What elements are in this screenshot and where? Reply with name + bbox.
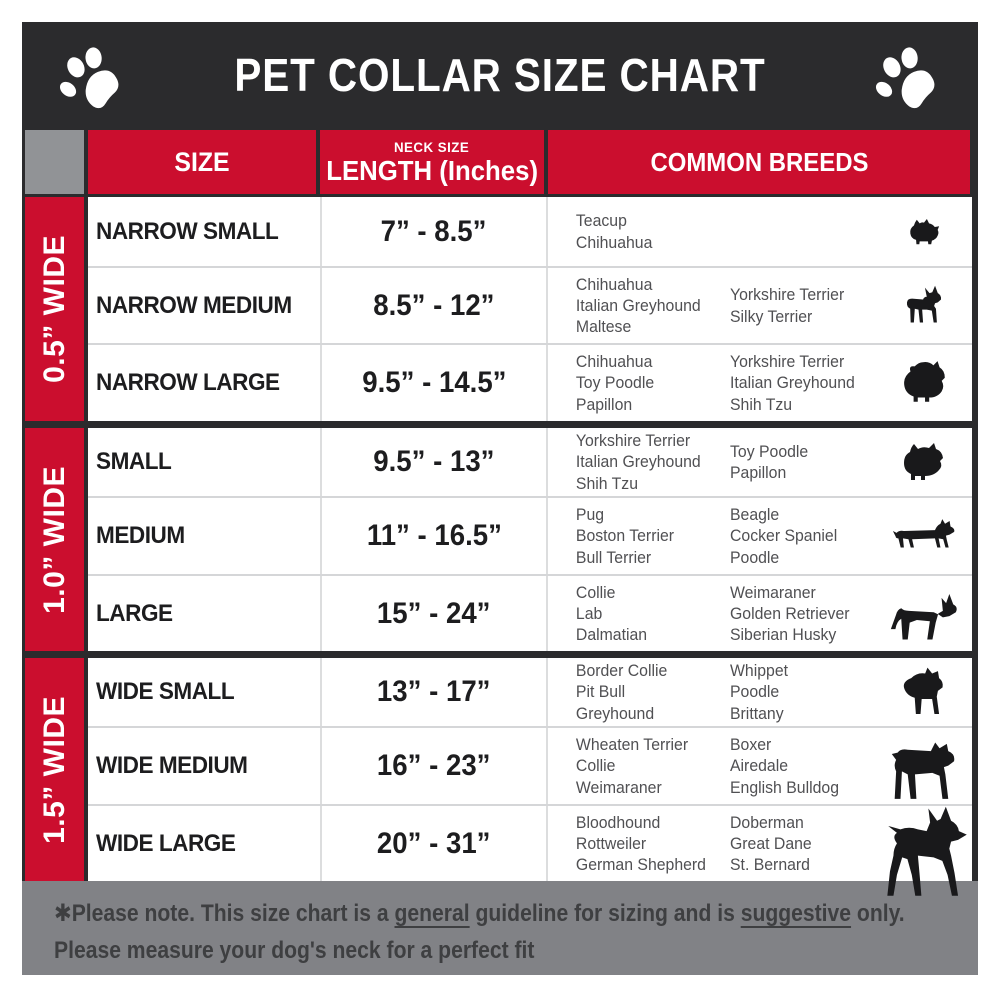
column-header-length: NECK SIZE LENGTH (Inches) bbox=[320, 130, 544, 194]
breeds-column-1: Chihuahua Italian Greyhound Maltese bbox=[575, 274, 701, 337]
group-label-strip: 1.5” WIDE bbox=[25, 658, 84, 881]
neck-length-value: 16” - 23” bbox=[377, 749, 491, 782]
size-label: NARROW LARGE bbox=[96, 369, 280, 396]
breeds-column-1: Wheaten Terrier Collie Weimaraner bbox=[575, 735, 689, 797]
breeds-column-1: Collie Lab Dalmatian bbox=[575, 582, 648, 645]
group-label: 1.5” WIDE bbox=[37, 695, 71, 844]
size-label: NARROW SMALL bbox=[96, 217, 279, 245]
breeds-column-1: Bloodhound Rottweiler German Shepherd bbox=[575, 812, 706, 875]
group-label: 1.0” WIDE bbox=[37, 465, 71, 614]
table-row: NARROW MEDIUM 8.5” - 12” Chihuahua Itali… bbox=[88, 266, 972, 343]
neck-length-value: 13” - 17” bbox=[377, 675, 491, 708]
table-header-row: SIZE NECK SIZE LENGTH (Inches) COMMON BR… bbox=[22, 130, 978, 194]
table-row: SMALL 9.5” - 13” Yorkshire Terrier Itali… bbox=[88, 428, 972, 496]
pekingese-icon bbox=[904, 443, 943, 480]
table-row: WIDE SMALL 13” - 17” Border Collie Pit B… bbox=[88, 658, 972, 726]
neck-length-value: 9.5” - 14.5” bbox=[361, 366, 507, 399]
breeds-column-2: Beagle Cocker Spaniel Poodle bbox=[730, 505, 838, 567]
chihuahua-icon bbox=[906, 285, 942, 323]
breeds-column-1: Pug Boston Terrier Bull Terrier bbox=[575, 505, 675, 567]
paw-print-icon bbox=[875, 47, 935, 109]
table-row: WIDE MEDIUM 16” - 23” Wheaten Terrier Co… bbox=[88, 726, 972, 804]
size-label: WIDE LARGE bbox=[96, 829, 236, 857]
yorkie-icon bbox=[910, 218, 940, 244]
table-row: MEDIUM 11” - 16.5” Pug Boston Terrier Bu… bbox=[88, 496, 972, 574]
group-label-strip: 0.5” WIDE bbox=[25, 197, 84, 421]
size-label: WIDE MEDIUM bbox=[96, 752, 248, 779]
breeds-column-2: Toy Poodle Papillon bbox=[730, 441, 809, 482]
neck-length-value: 9.5” - 13” bbox=[373, 445, 495, 478]
group-label: 0.5” WIDE bbox=[37, 235, 71, 383]
footer-note: ✱Please note. This size chart is a gener… bbox=[22, 881, 978, 975]
width-group-0.5: 0.5” WIDE NARROW SMALL 7” - 8.5” Teacup … bbox=[22, 197, 978, 421]
size-label: LARGE bbox=[96, 599, 173, 627]
width-group-1.0: 1.0” WIDE SMALL 9.5” - 13” Yorkshire Ter… bbox=[22, 428, 978, 651]
group-divider bbox=[22, 651, 978, 658]
size-label: SMALL bbox=[96, 448, 172, 475]
chart-frame: PET COLLAR SIZE CHART SIZE NECK SIZE LEN… bbox=[22, 22, 978, 975]
breeds-column-1: Chihuahua Toy Poodle Papillon bbox=[575, 352, 655, 414]
breeds-column-1: Yorkshire Terrier Italian Greyhound Shih… bbox=[575, 431, 701, 493]
dachshund-icon bbox=[892, 518, 955, 547]
neck-length-value: 20” - 31” bbox=[377, 826, 491, 860]
breeds-column-1: Border Collie Pit Bull Greyhound bbox=[575, 661, 668, 723]
underlined-word: suggestive bbox=[740, 900, 852, 927]
group-label-strip: 1.0” WIDE bbox=[25, 428, 84, 651]
footer-note-line2: Please measure your dog's neck for a per… bbox=[54, 937, 535, 965]
paw-print-icon bbox=[59, 47, 119, 109]
pomeranian-icon bbox=[904, 361, 945, 402]
size-label: MEDIUM bbox=[96, 522, 185, 549]
table-row: NARROW SMALL 7” - 8.5” Teacup Chihuahua bbox=[88, 197, 972, 266]
breeds-column-2: Doberman Great Dane St. Bernard bbox=[730, 812, 812, 875]
breeds-column-2: Whippet Poodle Brittany bbox=[730, 661, 789, 723]
boxer-icon bbox=[891, 742, 955, 799]
table-row: LARGE 15” - 24” Collie Lab Dalmatian Wei… bbox=[88, 574, 972, 651]
neck-length-value: 15” - 24” bbox=[377, 596, 491, 630]
size-label: WIDE SMALL bbox=[96, 678, 235, 705]
breeds-column-1: Teacup Chihuahua bbox=[575, 211, 653, 252]
underlined-word: general bbox=[394, 900, 470, 927]
table-row: NARROW LARGE 9.5” - 14.5” Chihuahua Toy … bbox=[88, 343, 972, 421]
german-shepherd-icon bbox=[890, 594, 957, 640]
corner-cell bbox=[25, 130, 84, 194]
pit-bull-icon bbox=[903, 667, 943, 715]
page-title: PET COLLAR SIZE CHART bbox=[234, 49, 766, 101]
footer-note-line1: ✱Please note. This size chart is a gener… bbox=[54, 900, 905, 927]
neck-length-value: 11” - 16.5” bbox=[366, 519, 502, 552]
breeds-column-2: Weimaraner Golden Retriever Siberian Hus… bbox=[730, 582, 850, 645]
column-header-size: SIZE bbox=[88, 130, 316, 194]
neck-length-value: 7” - 8.5” bbox=[381, 214, 487, 248]
neck-length-value: 8.5” - 12” bbox=[373, 288, 495, 322]
breeds-column-2: Yorkshire Terrier Silky Terrier bbox=[730, 285, 845, 326]
title-bar: PET COLLAR SIZE CHART bbox=[22, 22, 978, 128]
doberman-icon bbox=[887, 806, 967, 896]
breeds-column-2: Boxer Airedale English Bulldog bbox=[730, 735, 839, 797]
column-header-breeds: COMMON BREEDS bbox=[548, 130, 970, 194]
neck-size-sublabel: NECK SIZE bbox=[394, 138, 470, 155]
table-row: WIDE LARGE 20” - 31” Bloodhound Rottweil… bbox=[88, 804, 972, 896]
breeds-column-2: Yorkshire Terrier Italian Greyhound Shih… bbox=[730, 352, 855, 414]
group-divider bbox=[22, 421, 978, 428]
size-label: NARROW MEDIUM bbox=[96, 291, 292, 319]
length-label: LENGTH (Inches) bbox=[326, 154, 538, 186]
width-group-1.5: 1.5” WIDE WIDE SMALL 13” - 17” Border Co… bbox=[22, 658, 978, 896]
